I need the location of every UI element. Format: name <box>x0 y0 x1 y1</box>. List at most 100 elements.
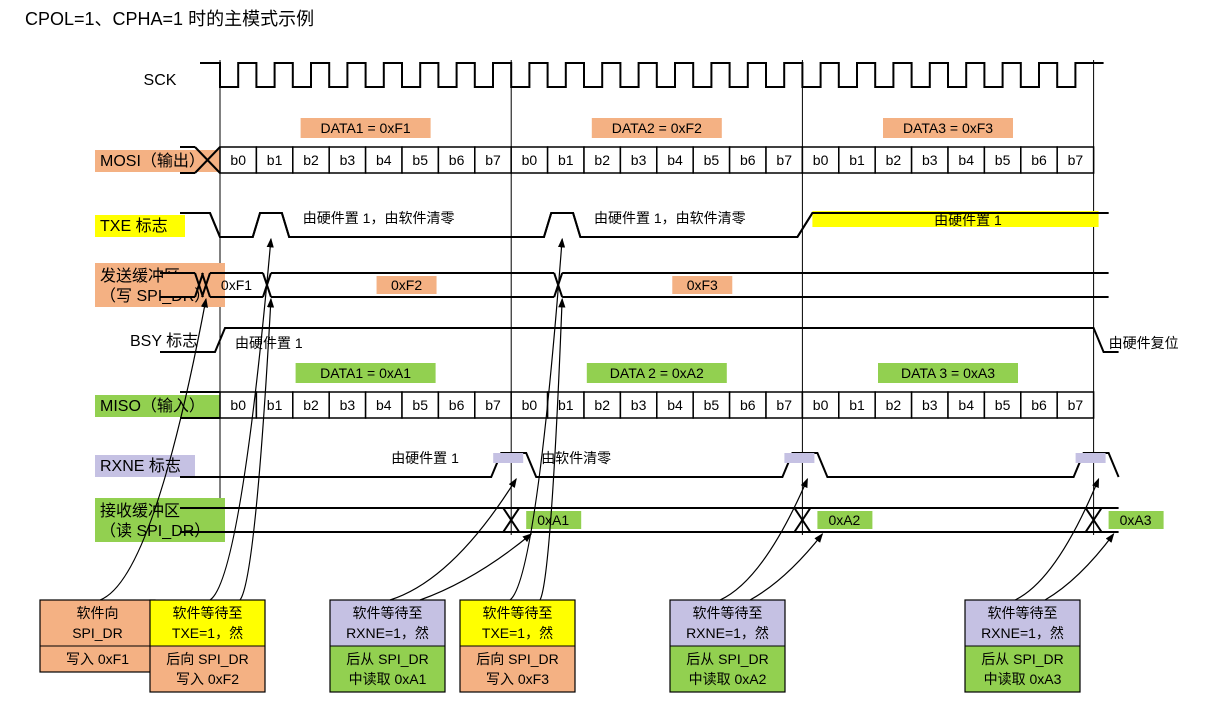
miso-bit-label: b6 <box>449 397 465 413</box>
rxne-pulse-hl <box>1076 453 1106 463</box>
note-line: 中读取 0xA1 <box>349 671 427 687</box>
miso-bit-label: b7 <box>776 397 792 413</box>
mosi-bit-label: b5 <box>995 152 1011 168</box>
miso-bit-label: b0 <box>230 397 246 413</box>
arrow-read-a1 <box>420 534 531 600</box>
mosi-bit-label: b6 <box>449 152 465 168</box>
mosi-bit-label: b1 <box>267 152 283 168</box>
rxbuf-label1: 接收缓冲区 <box>100 502 180 520</box>
mosi-bit-label: b2 <box>594 152 610 168</box>
mosi-bit-label: b4 <box>667 152 683 168</box>
mosi-bit-label: b5 <box>704 152 720 168</box>
miso-bit-label: b3 <box>922 397 938 413</box>
miso-bit-label: b7 <box>485 397 501 413</box>
note-line: 后从 SPI_DR <box>981 651 1063 667</box>
mosi-bit-label: b1 <box>849 152 865 168</box>
mosi-data-label: DATA1 = 0xF1 <box>321 120 411 136</box>
mosi-bit-label: b7 <box>485 152 501 168</box>
mosi-bit-label: b6 <box>740 152 756 168</box>
mosi-bit-label: b7 <box>1068 152 1084 168</box>
rxne-pulse-hl <box>784 453 814 463</box>
mosi-bit-label: b2 <box>303 152 319 168</box>
arrow-rxne2-flag <box>720 479 807 600</box>
txbuf-stub <box>165 273 195 297</box>
note-line: RXNE=1，然 <box>981 625 1064 641</box>
note-line: 后从 SPI_DR <box>346 651 428 667</box>
mosi-bit-label: b5 <box>412 152 428 168</box>
rxbuf-val: 0xA1 <box>537 512 569 528</box>
miso-bit-label: b1 <box>849 397 865 413</box>
note-line: 写入 0xF1 <box>66 651 129 667</box>
miso-bit-label: b6 <box>1031 397 1047 413</box>
note-line: RXNE=1，然 <box>346 625 429 641</box>
txe-annot1: 由硬件置 1，由软件清零 <box>303 210 455 226</box>
note-line: 软件等待至 <box>173 605 243 621</box>
mosi-bit-label: b3 <box>631 152 647 168</box>
miso-bit-label: b7 <box>1068 397 1084 413</box>
note-line: RXNE=1，然 <box>686 625 769 641</box>
mosi-bit-label: b4 <box>958 152 974 168</box>
rxne-clr: 由软件清零 <box>541 450 611 466</box>
note-line: 后从 SPI_DR <box>686 651 768 667</box>
note-line: 写入 0xF3 <box>486 671 549 687</box>
miso-bit-label: b0 <box>522 397 538 413</box>
arrow-rxne1-flag <box>390 479 516 600</box>
note-line: 后向 SPI_DR <box>166 651 248 667</box>
arrow-read-a2 <box>750 534 822 600</box>
mosi-bit-label: b3 <box>922 152 938 168</box>
miso-bit-label: b4 <box>667 397 683 413</box>
miso-label: MISO（输入） <box>100 397 205 415</box>
rxne-set: 由硬件置 1 <box>391 450 459 466</box>
note-line: 中读取 0xA3 <box>984 671 1062 687</box>
txbuf-v2: 0xF3 <box>687 277 718 293</box>
note-line: 软件等待至 <box>483 605 553 621</box>
rxbuf-val: 0xA3 <box>1120 512 1152 528</box>
miso-bit-label: b6 <box>740 397 756 413</box>
note-line: TXE=1，然 <box>482 625 553 641</box>
mosi-bit-label: b0 <box>813 152 829 168</box>
mosi-data-label: DATA2 = 0xF2 <box>612 120 702 136</box>
miso-bit-label: b1 <box>267 397 283 413</box>
miso-bit-label: b5 <box>995 397 1011 413</box>
arrow-rxne3-flag <box>1015 479 1099 600</box>
miso-bit-label: b0 <box>813 397 829 413</box>
miso-bit-label: b2 <box>303 397 319 413</box>
mosi-bit-label: b1 <box>558 152 574 168</box>
sck-label: SCK <box>144 72 177 89</box>
miso-bit-label: b2 <box>886 397 902 413</box>
mosi-data-label: DATA3 = 0xF3 <box>903 120 993 136</box>
rxne-pulse-hl <box>493 453 523 463</box>
note-line: 中读取 0xA2 <box>689 671 767 687</box>
miso-data-label: DATA 3 = 0xA3 <box>901 365 995 381</box>
mosi-bit-label: b0 <box>230 152 246 168</box>
page-title: CPOL=1、CPHA=1 时的主模式示例 <box>25 9 314 29</box>
mosi-label: MOSI（输出） <box>100 152 205 170</box>
note-line: SPI_DR <box>72 625 123 641</box>
note-line: 写入 0xF2 <box>176 671 239 687</box>
mosi-bit-label: b6 <box>1031 152 1047 168</box>
miso-bit-label: b5 <box>704 397 720 413</box>
txbuf-v0: 0xF1 <box>221 277 252 293</box>
miso-bit-label: b5 <box>412 397 428 413</box>
mosi-bit-label: b3 <box>340 152 356 168</box>
note-line: 软件等待至 <box>693 605 763 621</box>
note-line: 软件向 <box>77 605 119 621</box>
mosi-bit-label: b4 <box>376 152 392 168</box>
note-line: 后向 SPI_DR <box>476 651 558 667</box>
rxbuf-lines <box>180 508 1119 532</box>
miso-data-label: DATA1 = 0xA1 <box>320 365 411 381</box>
rxbuf-val: 0xA2 <box>828 512 860 528</box>
txe-label: TXE 标志 <box>100 217 168 235</box>
miso-bit-label: b4 <box>958 397 974 413</box>
 <box>562 273 1108 297</box>
miso-bit-label: b3 <box>631 397 647 413</box>
bsy-reset: 由硬件复位 <box>1109 335 1179 351</box>
txe-annot3: 由硬件置 1 <box>934 212 1002 228</box>
miso-data-label: DATA 2 = 0xA2 <box>610 365 704 381</box>
miso-bit-label: b4 <box>376 397 392 413</box>
mosi-bit-label: b2 <box>886 152 902 168</box>
bsy-waveform <box>160 328 1119 352</box>
mosi-bit-label: b0 <box>522 152 538 168</box>
miso-bit-label: b1 <box>558 397 574 413</box>
txe-annot2: 由硬件置 1，由软件清零 <box>594 210 746 226</box>
